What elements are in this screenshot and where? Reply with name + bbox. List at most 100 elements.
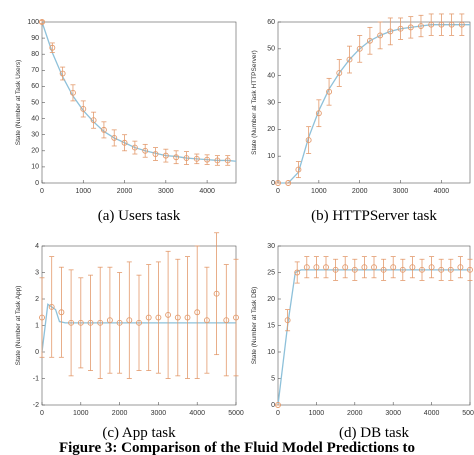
subfigure-caption: (b) HTTPServer task	[311, 208, 437, 224]
data-point	[458, 21, 465, 28]
x-tick-label: 1000	[309, 410, 325, 417]
observation	[346, 45, 353, 74]
observation	[152, 147, 159, 161]
data-point	[284, 317, 291, 324]
y-tick-label: 60	[267, 19, 275, 26]
x-tick-label: 2000	[347, 410, 363, 417]
observation	[131, 140, 138, 155]
data-point	[49, 44, 56, 51]
observation	[77, 277, 84, 369]
observation	[174, 258, 181, 377]
data-point	[303, 264, 310, 271]
observation	[366, 26, 373, 55]
data-point	[165, 311, 172, 318]
data-point	[59, 70, 66, 77]
observation	[326, 77, 333, 106]
observation	[68, 269, 75, 377]
data-point	[313, 264, 320, 271]
x-tick-label: 3000	[151, 410, 167, 417]
observation	[70, 84, 76, 102]
x-tick-label: 1000	[73, 410, 89, 417]
observation	[294, 261, 301, 284]
observation	[361, 256, 368, 279]
y-tick-label: 10	[31, 164, 39, 171]
x-tick-label: 3000	[393, 188, 409, 195]
observation	[448, 13, 455, 36]
data-point	[174, 314, 181, 321]
data-point	[162, 152, 169, 159]
observation	[184, 256, 191, 379]
data-point	[467, 266, 473, 273]
y-tick-label: 80	[31, 51, 39, 58]
subfigure-caption: (c) App task	[102, 425, 176, 441]
observation	[438, 258, 445, 281]
observation	[223, 264, 230, 377]
y-tick-label: 20	[267, 296, 275, 303]
observation	[295, 161, 302, 179]
observation	[142, 143, 149, 158]
x-tick-label: 3000	[385, 410, 401, 417]
data-point	[315, 110, 322, 117]
x-tick-label: 5000	[228, 410, 244, 417]
model-line	[277, 269, 470, 406]
y-axis-label: State (Number at Task DB)	[251, 287, 258, 365]
observation	[342, 256, 349, 279]
observation	[467, 258, 473, 281]
x-tick-label: 4000	[199, 188, 215, 195]
x-tick-label: 0	[276, 188, 280, 195]
observation	[136, 274, 142, 371]
y-tick-label: 30	[267, 243, 275, 250]
data-point	[332, 266, 339, 273]
y-axis-label: State (Number at Task HTTPServer)	[251, 50, 258, 155]
data-point	[184, 314, 191, 321]
data-point	[351, 266, 358, 273]
subfigure-caption: (a) Users task	[98, 208, 181, 224]
observation	[116, 272, 123, 374]
observation	[111, 129, 118, 147]
observation	[39, 277, 45, 358]
observation	[213, 232, 220, 356]
observation	[165, 250, 172, 379]
data-point	[214, 157, 221, 164]
data-point	[457, 264, 464, 271]
x-tick-label: 1000	[75, 188, 91, 195]
y-tick-label: 90	[31, 35, 39, 42]
data-point	[366, 37, 373, 44]
x-tick-label: 1000	[311, 188, 327, 195]
data-point	[399, 266, 406, 273]
x-tick-label: 2000	[117, 188, 133, 195]
data-point	[447, 266, 454, 273]
observation	[49, 42, 56, 53]
observation	[332, 258, 339, 281]
y-tick-label: 4	[35, 243, 39, 250]
data-point	[39, 314, 45, 321]
data-point	[326, 88, 333, 95]
data-point	[377, 32, 384, 39]
data-point	[346, 56, 353, 63]
data-point	[380, 266, 387, 273]
y-tick-label: 3	[35, 269, 39, 276]
observation	[356, 35, 363, 63]
y-tick-label: 40	[31, 115, 39, 122]
y-tick-label: 0	[35, 349, 39, 356]
y-tick-label: 70	[31, 67, 39, 74]
data-point	[121, 139, 128, 146]
data-point	[173, 154, 180, 161]
observation	[377, 21, 384, 50]
observation	[106, 266, 113, 374]
data-point	[194, 309, 201, 316]
y-tick-label: 30	[267, 99, 275, 106]
observation	[224, 155, 231, 166]
observation	[285, 180, 292, 186]
data-point	[371, 264, 377, 271]
data-point	[100, 126, 107, 133]
data-point	[142, 147, 149, 154]
data-point	[152, 151, 159, 157]
model-line	[41, 21, 237, 162]
observation	[313, 256, 320, 279]
observation	[390, 256, 397, 279]
data-point	[419, 266, 425, 273]
data-point	[438, 21, 445, 28]
data-point	[48, 304, 55, 310]
observation	[428, 13, 435, 36]
